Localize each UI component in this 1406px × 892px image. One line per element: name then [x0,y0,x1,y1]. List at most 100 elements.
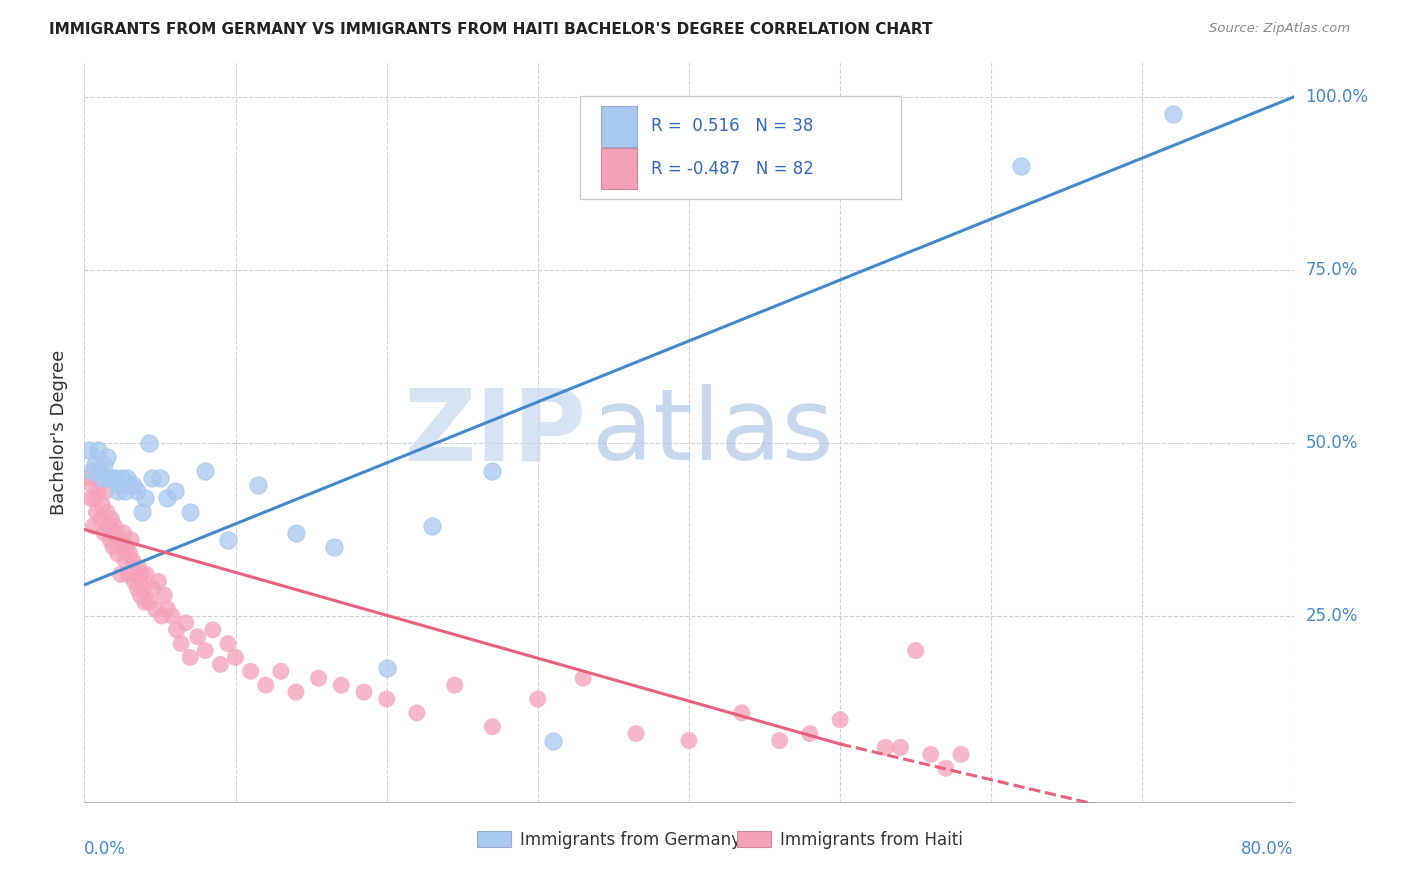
Point [77,442,100,457]
Point [153,588,176,602]
Point [624,726,647,740]
Text: atlas: atlas [592,384,834,481]
Point [443,678,465,692]
Point [117,567,139,582]
FancyBboxPatch shape [478,831,512,847]
Point [165,484,187,499]
Point [108,533,131,547]
Point [90,512,112,526]
Point [89,464,111,478]
Point [115,470,138,484]
Point [375,661,398,675]
Point [111,540,134,554]
Point [875,740,897,755]
Point [114,484,136,499]
Point [141,582,163,596]
Point [87,484,110,499]
Point [132,582,155,596]
Text: 80.0%: 80.0% [1241,840,1294,858]
Point [285,685,308,699]
Point [93,457,115,471]
Point [80,464,103,478]
Point [111,470,134,484]
Text: ZIP: ZIP [404,384,586,481]
Text: IMMIGRANTS FROM GERMANY VS IMMIGRANTS FROM HAITI BACHELOR'S DEGREE CORRELATION C: IMMIGRANTS FROM GERMANY VS IMMIGRANTS FR… [49,22,932,37]
Point [134,491,156,506]
Point [121,477,143,491]
Point [1011,159,1033,173]
Point [138,595,160,609]
Point [904,643,927,657]
Text: 25.0%: 25.0% [1306,607,1358,625]
Point [110,567,132,582]
Point [145,602,167,616]
Point [101,540,124,554]
Point [217,533,239,547]
Point [285,525,308,540]
Point [150,609,173,624]
Point [100,470,122,484]
Point [194,464,217,478]
Point [217,637,239,651]
Point [84,457,107,471]
Point [108,477,131,491]
Point [104,519,127,533]
FancyBboxPatch shape [600,148,637,189]
Point [541,733,564,747]
Point [239,665,262,679]
Point [420,519,443,533]
Point [201,623,224,637]
Point [84,491,107,506]
Point [98,533,121,547]
Point [96,505,118,519]
Text: 0.0%: 0.0% [84,840,127,858]
Point [127,484,149,499]
Point [129,588,152,602]
Y-axis label: Bachelor's Degree: Bachelor's Degree [49,350,67,516]
Point [107,547,129,561]
FancyBboxPatch shape [600,106,637,147]
Point [114,554,136,568]
Point [375,692,398,706]
Point [104,470,127,484]
Point [769,733,792,747]
Point [89,464,111,478]
Point [527,692,550,706]
Point [247,477,270,491]
Point [330,678,353,692]
Point [105,525,128,540]
Point [91,498,114,512]
Point [148,574,170,589]
Point [179,650,201,665]
Point [254,678,277,692]
Point [156,491,179,506]
Point [935,761,957,775]
Point [830,713,852,727]
Point [100,512,122,526]
Point [107,484,129,499]
Point [950,747,973,762]
Point [134,595,156,609]
Point [94,484,117,499]
Text: 50.0%: 50.0% [1306,434,1358,452]
Point [194,643,217,657]
Point [1161,107,1184,121]
Point [135,567,157,582]
Point [731,706,754,720]
Point [166,623,188,637]
Text: R = -0.487   N = 82: R = -0.487 N = 82 [651,160,814,178]
Point [96,450,118,464]
FancyBboxPatch shape [581,95,901,200]
Point [890,740,912,755]
Point [87,442,110,457]
Point [353,685,375,699]
Point [170,637,193,651]
Point [138,436,160,450]
Point [187,630,209,644]
Point [160,609,183,624]
Point [77,470,100,484]
Point [308,671,330,685]
Point [920,747,942,762]
FancyBboxPatch shape [737,831,770,847]
Point [149,470,172,484]
